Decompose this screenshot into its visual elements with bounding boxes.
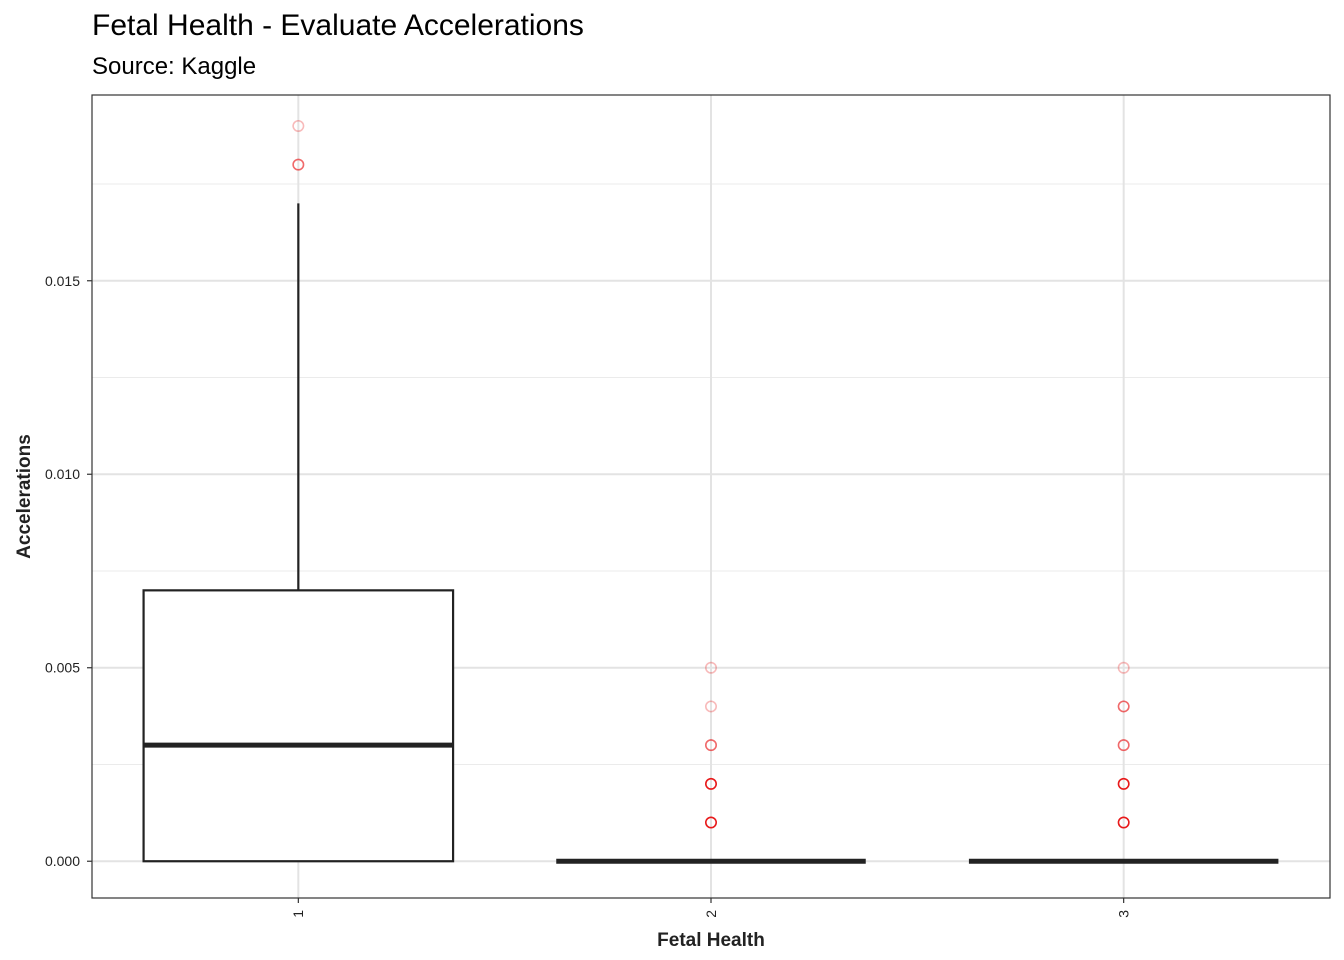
outlier-point — [1117, 816, 1130, 829]
outlier-point — [704, 816, 717, 829]
outlier-point — [704, 661, 717, 674]
y-tick-label: 0.005 — [45, 660, 80, 676]
outlier-point — [1117, 739, 1130, 752]
y-tick-label: 0.000 — [45, 853, 80, 869]
chart-subtitle: Source: Kaggle — [92, 53, 257, 80]
outlier-point — [1117, 777, 1130, 790]
box-iqr — [142, 589, 455, 863]
outlier-point — [704, 700, 717, 713]
y-axis-title: Accelerations — [14, 434, 35, 559]
outlier-point — [292, 119, 305, 132]
outlier-point — [704, 739, 717, 752]
y-tick-label: 0.015 — [45, 273, 80, 289]
x-tick-label: 2 — [703, 910, 719, 918]
y-tick-label: 0.010 — [45, 466, 80, 482]
x-axis: 1 2 3 — [290, 898, 1132, 918]
outlier-point — [1117, 700, 1130, 713]
box-1 — [142, 119, 455, 863]
outlier-point — [704, 777, 717, 790]
outlier-point — [1117, 661, 1130, 674]
boxes — [142, 119, 1279, 864]
x-tick-label: 1 — [290, 910, 306, 918]
x-axis-title: Fetal Health — [657, 930, 765, 951]
outlier-point — [292, 158, 305, 171]
y-axis: 0.000 0.005 0.010 0.015 — [45, 273, 92, 869]
box-2 — [556, 661, 866, 864]
x-tick-label: 3 — [1116, 910, 1132, 918]
box-3 — [968, 661, 1279, 864]
chart-title: Fetal Health - Evaluate Accelerations — [92, 9, 584, 42]
